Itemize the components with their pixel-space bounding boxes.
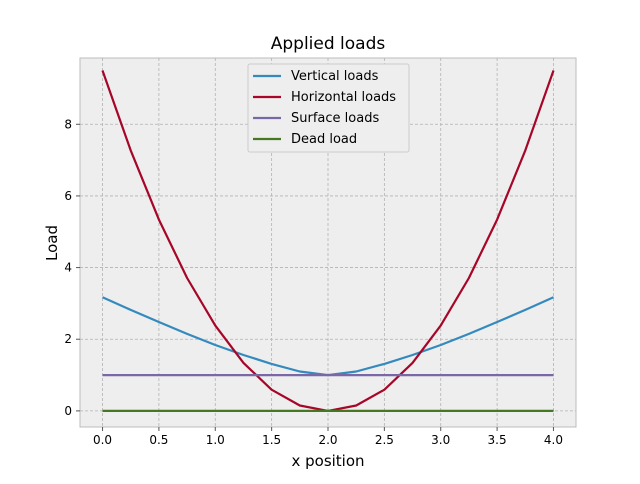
- x-tick-label: 2.5: [375, 433, 394, 447]
- x-tick-label: 2.0: [318, 433, 337, 447]
- y-tick-label: 6: [64, 189, 72, 203]
- y-tick-label: 0: [64, 404, 72, 418]
- x-axis-label: x position: [291, 452, 364, 470]
- x-tick-label: 0.5: [149, 433, 168, 447]
- x-tick-label: 0.0: [93, 433, 112, 447]
- x-tick-label: 4.0: [544, 433, 563, 447]
- y-tick-label: 2: [64, 332, 72, 346]
- x-tick-label: 1.0: [206, 433, 225, 447]
- legend: Vertical loads Horizontal loads Surface lo…: [247, 63, 410, 153]
- legend-label: Vertical loads: [291, 69, 379, 84]
- x-tick-label: 1.5: [262, 433, 281, 447]
- y-axis-label: Load: [43, 225, 61, 261]
- chart-title: Applied loads: [271, 34, 386, 54]
- legend-label: Dead load: [291, 132, 357, 147]
- legend-label: Surface loads: [291, 111, 379, 126]
- legend-label: Horizontal loads: [291, 90, 396, 105]
- series-lines: [101, 70, 555, 412]
- axis-ticks: 0.0 0.5 1.0 1.5 2.0 2.5 3.0 3.5 4.0 0 2 4 6 8: [64, 117, 563, 447]
- x-tick-label: 3.0: [431, 433, 450, 447]
- y-tick-label: 8: [64, 117, 72, 131]
- x-tick-label: 3.5: [488, 433, 507, 447]
- y-tick-label: 4: [64, 261, 72, 275]
- legend-box: [247, 63, 410, 153]
